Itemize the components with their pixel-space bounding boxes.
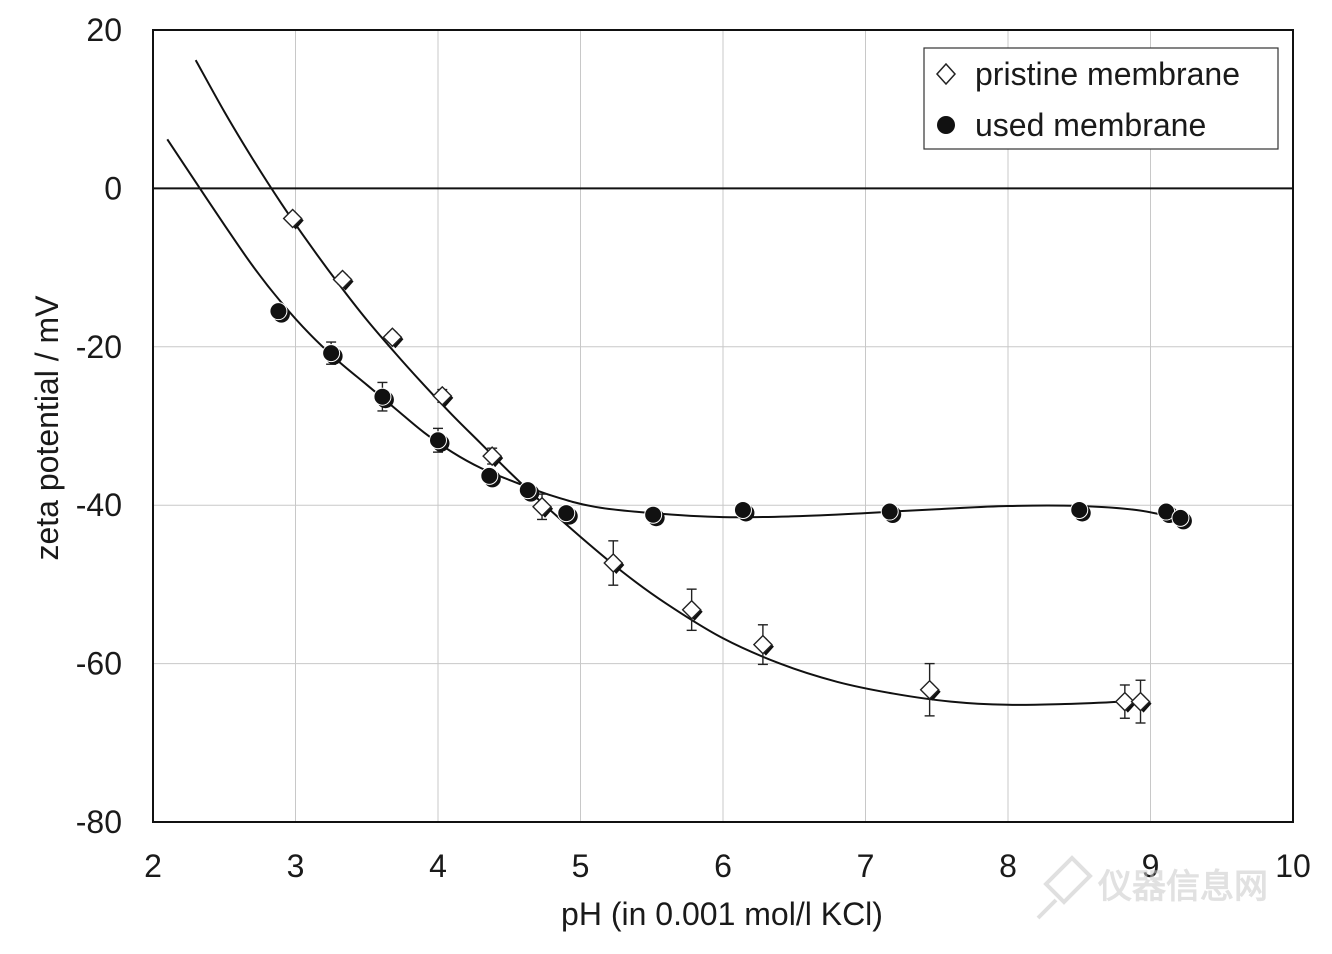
marker-used-7: [644, 505, 663, 524]
watermark-text: 仪器信息网: [1097, 867, 1268, 907]
x-tick-label-9: 9: [1142, 848, 1160, 884]
marker-used-8: [733, 500, 752, 519]
grid: [153, 30, 1293, 822]
legend: pristine membrane used membrane: [923, 47, 1279, 150]
x-axis-title: pH (in 0.001 mol/l KCl): [561, 896, 883, 932]
x-tick-label-5: 5: [572, 848, 590, 884]
marker-used-12: [1171, 508, 1190, 527]
marker-pristine-2: [382, 327, 403, 348]
x-tick-label-7: 7: [857, 848, 875, 884]
marker-used-4: [480, 466, 499, 485]
marker-used-0: [269, 302, 288, 321]
marker-pristine-6: [603, 553, 624, 574]
marker-pristine-4: [482, 446, 503, 467]
marker-pristine-5: [532, 496, 553, 517]
x-tick-label-6: 6: [714, 848, 732, 884]
marker-used-5: [518, 481, 537, 500]
plot-frame: [152, 29, 1294, 823]
marker-pristine-0: [282, 208, 303, 229]
legend-box: [923, 47, 1279, 150]
y-tick-label--80: -80: [76, 804, 122, 840]
fit-curve-pristine: [194, 59, 1144, 706]
y-axis-title: zeta potential / mV: [29, 295, 65, 561]
marker-pristine-11: [1130, 691, 1151, 712]
marker-used-3: [429, 431, 447, 450]
x-tick-label-3: 3: [287, 848, 305, 884]
legend-label-pristine: pristine membrane: [975, 56, 1240, 92]
marker-used-10: [1070, 500, 1089, 519]
marker-used-9: [880, 502, 899, 521]
watermark: 仪器信息网: [1036, 855, 1268, 920]
x-tick-label-8: 8: [999, 848, 1017, 884]
marker-pristine-1: [332, 269, 353, 290]
marker-pristine-3: [432, 385, 453, 406]
y-tick-label-0: 0: [104, 170, 122, 206]
legend-label-used: used membrane: [975, 107, 1206, 143]
watermark-logo-icon: [1036, 855, 1093, 920]
x-tick-labels: 2 3 4 5 6 7 8 9 10: [144, 848, 1311, 884]
x-tick-label-10: 10: [1275, 848, 1311, 884]
marker-used-6: [557, 504, 576, 523]
marker-used-1: [322, 344, 341, 363]
y-tick-label--60: -60: [76, 646, 122, 682]
data-markers: [269, 208, 1192, 713]
legend-open-diamond-icon: [935, 62, 957, 86]
marker-pristine-9: [919, 679, 940, 700]
marker-pristine-8: [752, 634, 773, 655]
fit-curve-used: [166, 138, 1184, 521]
y-tick-label--40: -40: [76, 487, 122, 523]
legend-entry-pristine: pristine membrane: [935, 56, 1240, 92]
marker-pristine-7: [681, 599, 702, 620]
x-tick-label-2: 2: [144, 848, 162, 884]
legend-entry-used: used membrane: [937, 107, 1206, 143]
y-tick-label-20: 20: [86, 12, 122, 48]
y-tick-label--20: -20: [76, 329, 122, 365]
marker-used-2: [373, 387, 392, 406]
marker-pristine-10: [1114, 691, 1135, 712]
x-tick-label-4: 4: [429, 848, 447, 884]
y-tick-labels: 20 0 -20 -40 -60 -80: [76, 12, 122, 840]
fit-curves: [166, 59, 1184, 706]
error-bars: [273, 213, 1186, 724]
legend-filled-circle-icon: [937, 116, 955, 134]
